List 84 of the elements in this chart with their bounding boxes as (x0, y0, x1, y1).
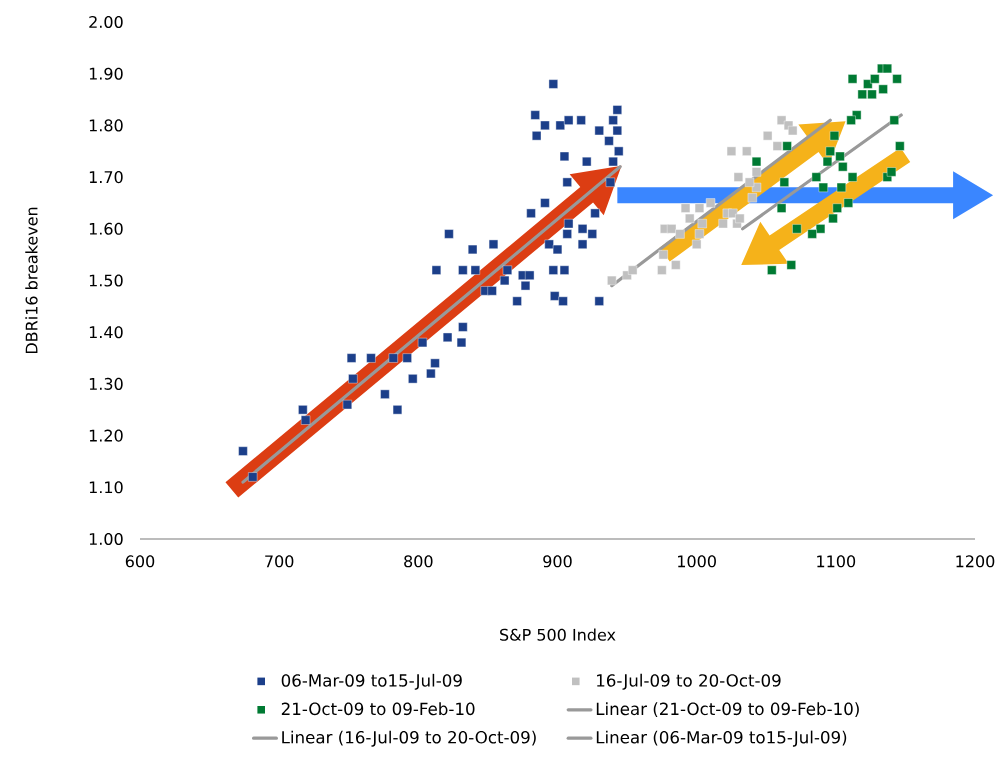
point (811, 172, 821, 182)
point (744, 177, 755, 187)
y-tick-label: 1.70 (89, 171, 123, 184)
point (846, 115, 856, 125)
point (832, 203, 842, 213)
x-tick-label: 600 (125, 555, 155, 568)
legend-label: 06-Mar-09 to15-Jul-09 (281, 673, 462, 690)
point (733, 172, 744, 182)
x-tick-label: 1100 (817, 555, 856, 568)
point (895, 141, 905, 151)
y-tick-label: 1.00 (89, 532, 123, 546)
x-tick-label: 1000 (678, 555, 716, 568)
point (867, 89, 877, 99)
point (882, 63, 892, 74)
point (815, 224, 826, 234)
point (829, 131, 840, 141)
point (685, 213, 695, 224)
point (742, 146, 752, 156)
point (751, 156, 762, 167)
y-tick-label: 1.30 (89, 377, 123, 390)
point (889, 115, 899, 125)
y-tick-label: 1.50 (89, 274, 123, 287)
point (697, 219, 707, 229)
x-tick-label: 900 (543, 555, 572, 568)
point (776, 203, 787, 213)
point (667, 224, 677, 234)
y-tick-label: 2.00 (89, 15, 123, 29)
point (763, 131, 773, 141)
y-tick-label: 1.10 (89, 481, 123, 494)
point (836, 182, 846, 193)
x-tick-label: 700 (265, 555, 294, 568)
y-tick-label: 1.40 (89, 326, 123, 339)
y-tick-label: 1.90 (89, 67, 123, 80)
y-tick-label: 1.80 (89, 119, 123, 132)
legend-label: 16-Jul-09 to 20-Oct-09 (597, 673, 781, 690)
point (680, 203, 691, 213)
point (786, 260, 796, 270)
point (772, 141, 782, 151)
point (628, 265, 638, 275)
point (718, 219, 728, 229)
point (818, 182, 828, 193)
legend-label: Linear (16-Jul-09 to 20-Oct-09) (282, 730, 536, 747)
point (847, 172, 858, 182)
point (692, 239, 702, 249)
point (747, 193, 757, 203)
y-tick-label: 1.20 (89, 429, 123, 442)
point (807, 229, 817, 239)
legend-label: Linear (06-Mar-09 to15-Jul-09) (596, 730, 847, 747)
point (843, 198, 853, 208)
point (675, 229, 685, 239)
point (828, 213, 838, 224)
point (607, 275, 617, 286)
point (886, 167, 897, 177)
point (705, 198, 716, 208)
point (767, 265, 777, 275)
x-tick-label: 800 (404, 555, 433, 568)
legend-label: 21-Oct-09 to 09-Feb-10 (281, 702, 475, 716)
point (870, 74, 880, 84)
point (779, 177, 789, 187)
point (751, 167, 762, 177)
point (657, 265, 667, 275)
point (835, 151, 845, 162)
x-axis-title: S&P 500 Index (500, 628, 616, 641)
x-tick-label: 1200 (956, 555, 995, 568)
point (892, 74, 902, 84)
y-axis-title: DBRi16 breakeven (25, 207, 38, 354)
point (671, 260, 681, 270)
point (838, 162, 848, 172)
point (658, 250, 668, 260)
point (847, 74, 858, 84)
point (878, 84, 888, 94)
point (822, 156, 833, 167)
point (825, 146, 835, 156)
point (792, 224, 802, 234)
point (782, 141, 792, 151)
point (735, 213, 745, 224)
point (694, 229, 705, 239)
legend-label: Linear (21-Oct-09 to 09-Feb-10) (596, 702, 859, 718)
point (863, 79, 873, 89)
point (857, 89, 867, 99)
point (788, 125, 798, 136)
point (726, 146, 737, 156)
y-tick-label: 1.60 (89, 222, 123, 235)
point (694, 203, 705, 213)
